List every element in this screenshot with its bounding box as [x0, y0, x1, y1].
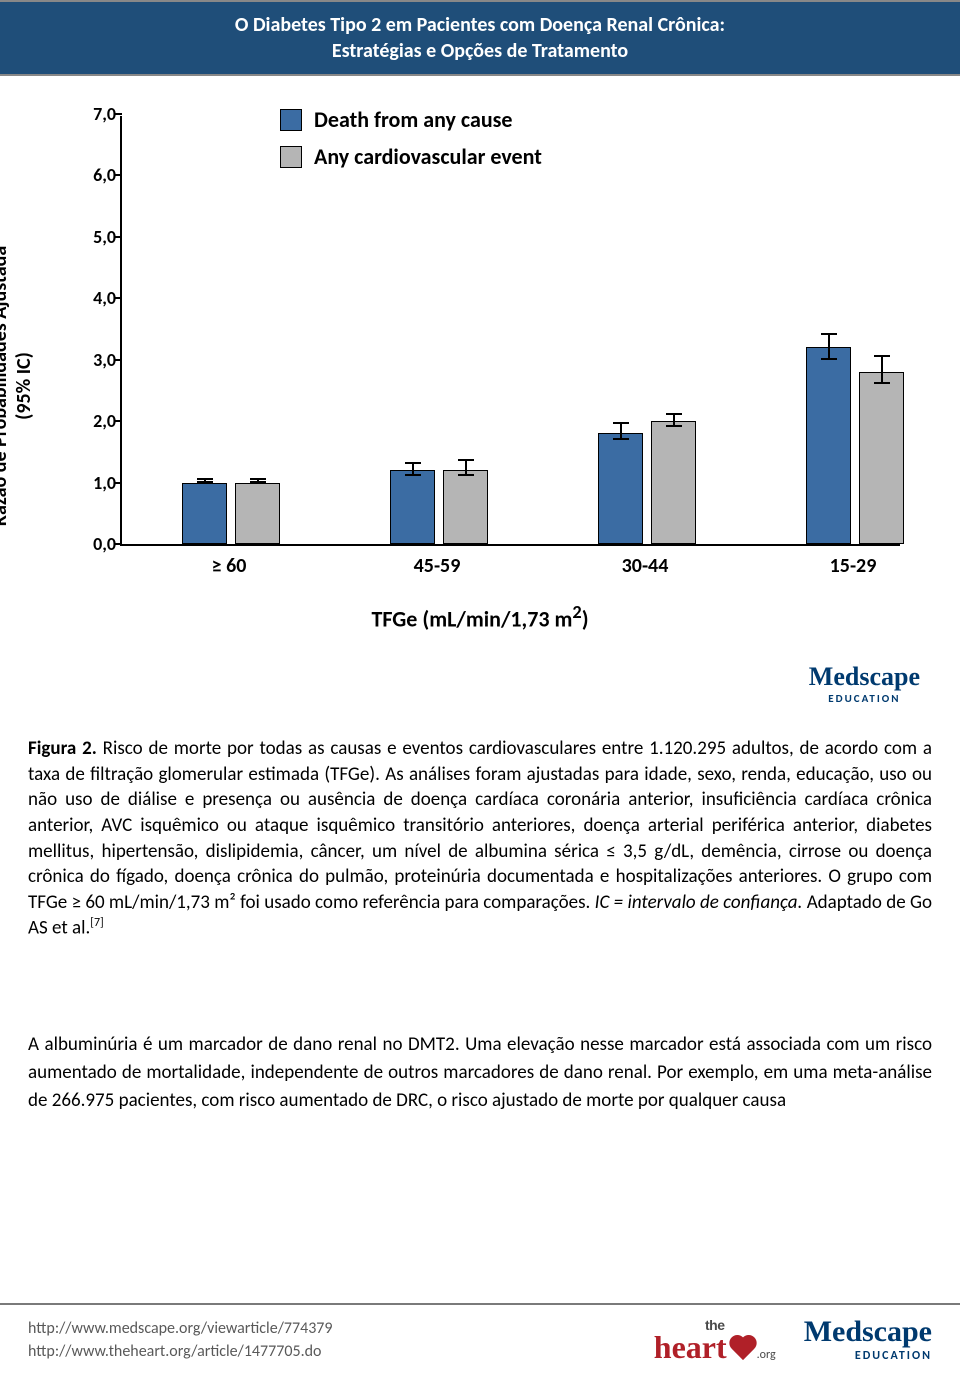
- error-cap: [197, 481, 213, 483]
- error-cap: [613, 438, 629, 440]
- chart-plot-area: 0,01,02,03,04,05,06,07,0: [120, 116, 900, 546]
- error-cap: [250, 481, 266, 483]
- bar: [390, 470, 435, 544]
- heart-word: heart: [654, 1329, 727, 1365]
- caption-text: Risco de morte por todas as causas e eve…: [28, 737, 932, 914]
- ytick-label: 4,0: [72, 287, 116, 309]
- error-bar: [828, 335, 830, 360]
- ytick-mark: [115, 482, 122, 484]
- brand-name: Medscape: [809, 662, 920, 692]
- ytick-label: 7,0: [72, 103, 116, 125]
- ytick-mark: [115, 420, 122, 422]
- body-paragraph: A albuminúria é um marcador de dano rena…: [28, 1031, 932, 1114]
- ytick-mark: [115, 174, 122, 176]
- caption-ref: [7]: [90, 916, 103, 930]
- medscape-sub: EDUCATION: [804, 1349, 932, 1363]
- error-cap: [458, 459, 474, 461]
- bar: [182, 483, 227, 544]
- xtick-label: 30-44: [622, 554, 669, 578]
- ytick-label: 5,0: [72, 226, 116, 248]
- brand-badge-top: Medscape EDUCATION: [809, 662, 920, 705]
- error-cap: [613, 422, 629, 424]
- ytick-label: 6,0: [72, 164, 116, 186]
- error-cap: [821, 333, 837, 335]
- ytick-mark: [115, 113, 122, 115]
- chart-container: Razão de Probabilidades Ajustada(95% IC)…: [30, 106, 930, 666]
- footer-link-2: http://www.theheart.org/article/1477705.…: [28, 1341, 333, 1363]
- medscape-footer-logo: Medscape EDUCATION: [804, 1315, 932, 1363]
- error-cap: [405, 474, 421, 476]
- bar: [235, 483, 280, 544]
- xtick-label: 45-59: [414, 554, 461, 578]
- ytick-label: 3,0: [72, 349, 116, 371]
- bar: [806, 347, 851, 544]
- error-cap: [874, 355, 890, 357]
- error-cap: [197, 478, 213, 480]
- page-header: O Diabetes Tipo 2 em Pacientes com Doenç…: [0, 0, 960, 76]
- bar: [859, 372, 904, 544]
- ytick-label: 0,0: [72, 533, 116, 555]
- ytick-mark: [115, 359, 122, 361]
- footer-logos: the heart.org Medscape EDUCATION: [654, 1315, 932, 1363]
- error-cap: [405, 462, 421, 464]
- error-cap: [250, 478, 266, 480]
- error-bar: [881, 357, 883, 385]
- page-footer: http://www.medscape.org/viewarticle/7743…: [0, 1303, 960, 1381]
- error-cap: [666, 425, 682, 427]
- bar: [598, 433, 643, 544]
- ytick-mark: [115, 543, 122, 545]
- bar: [651, 421, 696, 544]
- ytick-mark: [115, 236, 122, 238]
- footer-links: http://www.medscape.org/viewarticle/7743…: [28, 1318, 333, 1363]
- error-cap: [821, 358, 837, 360]
- xtick-label: ≥ 60: [212, 554, 247, 578]
- heart-org: .org: [757, 1348, 776, 1362]
- footer-link-1: http://www.medscape.org/viewarticle/7743…: [28, 1318, 333, 1340]
- y-axis-label: Razão de Probabilidades Ajustada(95% IC): [0, 246, 36, 526]
- theheart-logo: the heart.org: [654, 1316, 776, 1363]
- ytick-label: 2,0: [72, 410, 116, 432]
- body-p1: A albuminúria é um marcador de dano rena…: [28, 1033, 932, 1111]
- error-cap: [458, 474, 474, 476]
- xtick-label: 15-29: [830, 554, 877, 578]
- figure-caption: Figura 2. Risco de morte por todas as ca…: [28, 736, 932, 941]
- x-axis-label: TFGe (mL/min/1,73 m2): [371, 601, 588, 632]
- caption-lead: Figura 2.: [28, 737, 97, 760]
- header-line1: O Diabetes Tipo 2 em Pacientes com Doenç…: [20, 12, 940, 38]
- caption-italic: IC = intervalo de confiança.: [595, 891, 803, 914]
- brand-sub: EDUCATION: [809, 692, 920, 705]
- bar: [443, 470, 488, 544]
- error-cap: [874, 382, 890, 384]
- medscape-name: Medscape: [804, 1315, 932, 1349]
- error-cap: [666, 413, 682, 415]
- heart-icon: [727, 1336, 757, 1362]
- header-line2: Estratégias e Opções de Tratamento: [20, 38, 940, 64]
- ytick-label: 1,0: [72, 472, 116, 494]
- ytick-mark: [115, 297, 122, 299]
